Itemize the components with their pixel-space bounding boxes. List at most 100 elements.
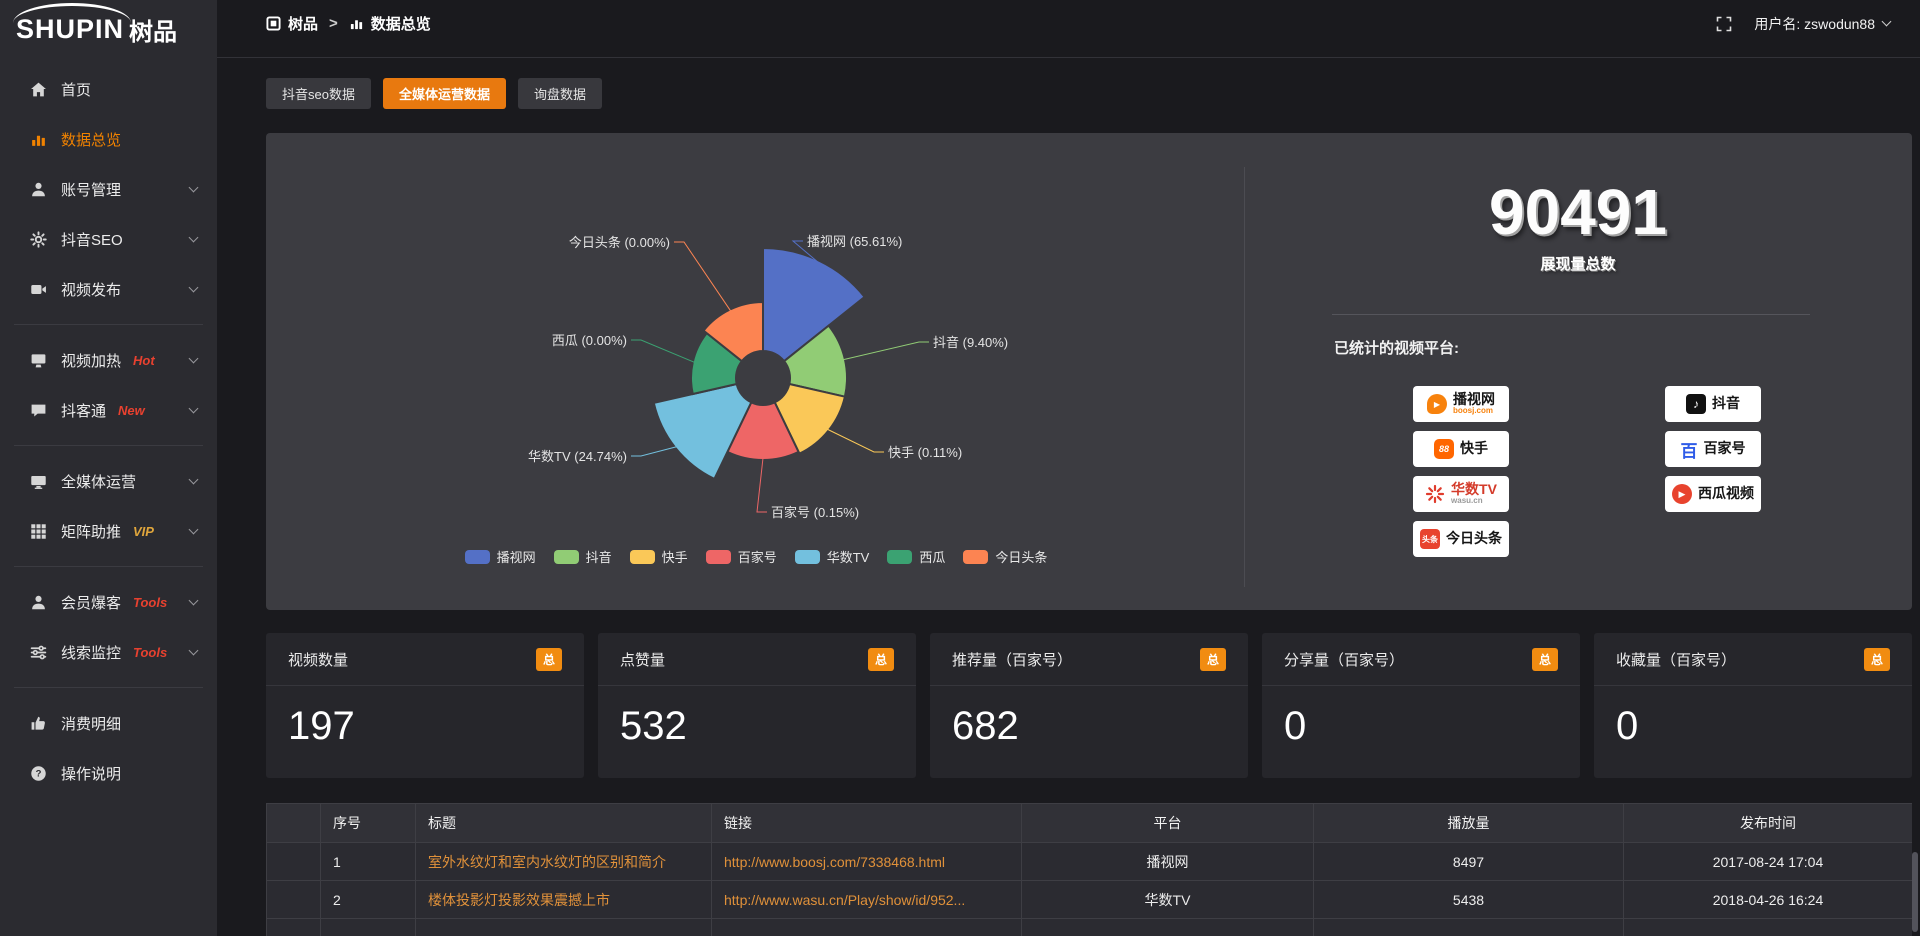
video-title-link[interactable]: 楼体投影灯投影效果震撼上市 — [428, 891, 610, 908]
platform-logo-column-2: ♪ 抖音百百家号 ▶ 西瓜视频 — [1665, 386, 1761, 512]
breadcrumb-item-树品[interactable]: 树品 — [266, 13, 318, 34]
video-url-link[interactable]: http://www.boosj.com/7338468.html — [724, 853, 946, 870]
sidebar-item-消费明细[interactable]: 消费明细 — [0, 698, 217, 748]
row-views: 5438 — [1313, 880, 1624, 919]
sidebar-item-视频发布[interactable]: 视频发布 — [0, 264, 217, 314]
legend-item-播视网[interactable]: 播视网 — [464, 547, 536, 566]
toutiao-logo-icon: 头条 — [1420, 529, 1440, 549]
stat-card-value: 0 — [1616, 704, 1639, 748]
legend-item-西瓜[interactable]: 西瓜 — [887, 547, 945, 566]
pie-label-抖音: 抖音 (9.40%) — [933, 335, 1008, 350]
pie-label-百家号: 百家号 (0.15%) — [771, 505, 859, 520]
gear-icon — [30, 230, 47, 248]
row-checkbox-cell — [266, 880, 321, 919]
sidebar-item-账号管理[interactable]: 账号管理 — [0, 164, 217, 214]
row-views: 8497 — [1313, 842, 1624, 881]
sidebar-item-label: 抖客通 — [61, 402, 107, 420]
pie-label-line-西瓜 — [631, 339, 695, 363]
svg-text:?: ? — [36, 768, 42, 779]
chevron-down-icon — [188, 474, 199, 485]
column-header-平台: 平台 — [1021, 803, 1314, 843]
pie-slice-快手[interactable] — [773, 382, 847, 456]
boosj-logo-icon: ▶ — [1427, 394, 1447, 414]
legend-label: 抖音 — [585, 550, 612, 565]
table-body: 1 室外水纹灯和室内水纹灯的区别和简介 http://www.boosj.com/7… — [266, 842, 1912, 936]
row-num: 1 — [320, 842, 416, 881]
pie-label-line-播视网 — [791, 240, 819, 264]
stat-card-header: 分享量（百家号） 总 — [1262, 633, 1580, 686]
tab-inquiry-data[interactable]: 询盘数据 — [517, 78, 602, 109]
pie-slice-西瓜[interactable] — [690, 331, 744, 396]
sidebar-item-badge: VIP — [133, 523, 154, 539]
vertical-divider — [1244, 167, 1245, 587]
sidebar-item-抖客通[interactable]: 抖客通 New — [0, 385, 217, 435]
stat-card-header: 视频数量 总 — [266, 633, 584, 686]
sidebar-item-抖音SEO[interactable]: 抖音SEO — [0, 214, 217, 264]
sidebar-item-badge: Tools — [133, 594, 168, 610]
stat-card-value: 197 — [288, 704, 355, 748]
scrollbar-thumb[interactable] — [1912, 852, 1918, 932]
legend-item-抖音[interactable]: 抖音 — [553, 547, 612, 566]
chevron-down-icon — [1881, 16, 1892, 27]
total-badge: 总 — [1199, 647, 1226, 671]
legend-swatch — [553, 549, 579, 564]
fullscreen-icon[interactable] — [1716, 16, 1732, 32]
user-icon — [30, 594, 47, 611]
stat-card-title: 收藏量（百家号） — [1616, 651, 1737, 669]
sidebar-item-首页[interactable]: 首页 — [0, 64, 217, 114]
stat-card-title: 视频数量 — [288, 651, 349, 669]
row-time — [1623, 918, 1912, 936]
top-header: 树品 > 数据总览 用户名: zswodun88 — [217, 0, 1920, 58]
sidebar-item-会员爆客[interactable]: 会员爆客 Tools — [0, 577, 217, 627]
pie-label-line-今日头条 — [674, 241, 732, 312]
sidebar-item-全媒体运营[interactable]: 全媒体运营 — [0, 456, 217, 506]
pie-slice-播视网[interactable] — [762, 246, 867, 363]
pie-slice-华数TV[interactable] — [652, 382, 753, 481]
sidebar-item-操作说明[interactable]: ? 操作说明 — [0, 748, 217, 798]
home-icon — [30, 81, 47, 98]
logo-square-icon — [266, 16, 281, 31]
tab-douyin-seo-data[interactable]: 抖音seo数据 — [266, 78, 371, 109]
platform-name: 百家号 — [1703, 440, 1746, 457]
legend-swatch — [794, 549, 820, 564]
chevron-down-icon — [188, 645, 199, 656]
sidebar-divider — [14, 566, 203, 567]
legend-item-快手[interactable]: 快手 — [629, 547, 688, 566]
breadcrumb-item-数据总览[interactable]: 数据总览 — [349, 13, 431, 34]
legend-label: 今日头条 — [995, 550, 1048, 565]
sidebar-item-数据总览[interactable]: 数据总览 — [0, 114, 217, 164]
platforms-label: 已统计的视频平台: — [1334, 340, 1459, 357]
sidebar-item-label: 线索监控 — [61, 644, 122, 662]
pie-label-line-华数TV — [631, 446, 678, 457]
sidebar-divider — [14, 687, 203, 688]
pie-slice-抖音[interactable] — [782, 324, 848, 398]
sidebar-item-label: 视频发布 — [61, 281, 122, 299]
grid-icon — [30, 523, 47, 540]
video-url-link[interactable]: http://www.wasu.cn/Play/show/id/952... — [724, 891, 966, 908]
platform-subtext: boosj.com — [1453, 406, 1494, 416]
row-num — [320, 918, 416, 936]
legend-item-今日头条[interactable]: 今日头条 — [963, 547, 1047, 566]
sidebar-item-矩阵助推[interactable]: 矩阵助推 VIP — [0, 506, 217, 556]
sidebar-item-label: 数据总览 — [61, 131, 122, 149]
logo-suffix: 树品 — [129, 18, 178, 46]
legend-item-华数TV[interactable]: 华数TV — [794, 547, 869, 566]
stat-card-推荐量（百家号）: 推荐量（百家号） 总 682 — [930, 633, 1248, 778]
sliders-icon — [30, 644, 47, 661]
sidebar-item-视频加热[interactable]: 视频加热 Hot — [0, 335, 217, 385]
sidebar-item-线索监控[interactable]: 线索监控 Tools — [0, 627, 217, 677]
video-title-link[interactable]: 室外水纹灯和室内水纹灯的区别和简介 — [428, 853, 666, 870]
user-menu[interactable]: 用户名: zswodun88 — [1754, 14, 1892, 34]
table-row — [266, 918, 1912, 936]
impressions-total: 90491 — [1489, 176, 1667, 248]
douyin-logo-icon: ♪ — [1686, 394, 1706, 414]
legend-item-百家号[interactable]: 百家号 — [705, 547, 777, 566]
username-label: 用户名: zswodun88 — [1754, 15, 1875, 32]
pie-slice-今日头条[interactable] — [702, 300, 764, 363]
legend-label: 快手 — [661, 550, 688, 565]
tab-media-operation-data[interactable]: 全媒体运营数据 — [382, 78, 506, 109]
stat-card-value: 682 — [952, 704, 1019, 748]
platform-name: 播视网 — [1453, 390, 1495, 407]
data-tabs: 抖音seo数据 全媒体运营数据 询盘数据 — [266, 78, 602, 109]
sidebar-item-label: 全媒体运营 — [61, 473, 137, 491]
